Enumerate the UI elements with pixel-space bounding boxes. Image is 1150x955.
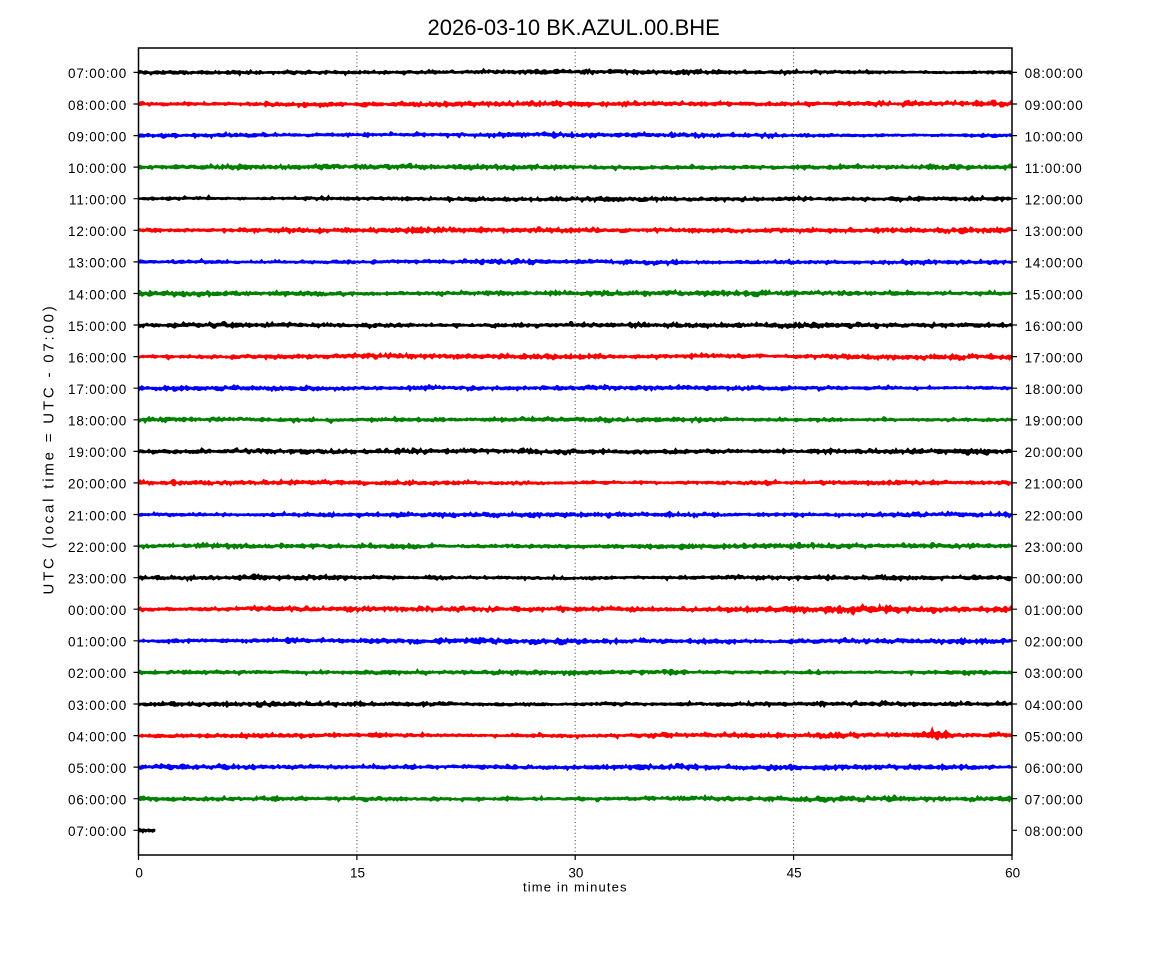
svg-text:02:00:00: 02:00:00	[68, 666, 127, 681]
svg-text:07:00:00: 07:00:00	[68, 66, 127, 81]
svg-text:19:00:00: 19:00:00	[68, 445, 127, 460]
svg-text:09:00:00: 09:00:00	[1025, 98, 1084, 113]
svg-text:17:00:00: 17:00:00	[1025, 350, 1084, 365]
svg-text:19:00:00: 19:00:00	[1025, 414, 1084, 429]
svg-text:21:00:00: 21:00:00	[1025, 477, 1084, 492]
svg-text:04:00:00: 04:00:00	[1025, 698, 1084, 713]
svg-text:30: 30	[568, 865, 583, 880]
svg-text:22:00:00: 22:00:00	[1025, 508, 1084, 523]
svg-text:13:00:00: 13:00:00	[68, 256, 127, 271]
svg-text:15: 15	[350, 865, 365, 880]
svg-text:01:00:00: 01:00:00	[68, 635, 127, 650]
svg-text:09:00:00: 09:00:00	[68, 129, 127, 144]
svg-text:00:00:00: 00:00:00	[1025, 572, 1084, 587]
svg-text:12:00:00: 12:00:00	[68, 224, 127, 239]
svg-text:17:00:00: 17:00:00	[68, 382, 127, 397]
svg-text:01:00:00: 01:00:00	[1025, 603, 1084, 618]
svg-text:18:00:00: 18:00:00	[68, 414, 127, 429]
svg-text:02:00:00: 02:00:00	[1025, 635, 1084, 650]
svg-text:time in minutes: time in minutes	[523, 879, 628, 894]
svg-text:23:00:00: 23:00:00	[68, 572, 127, 587]
svg-text:23:00:00: 23:00:00	[1025, 540, 1084, 555]
svg-text:15:00:00: 15:00:00	[68, 319, 127, 334]
svg-text:UTC (local time = UTC - 07:00): UTC (local time = UTC - 07:00)	[41, 303, 58, 594]
svg-text:16:00:00: 16:00:00	[68, 350, 127, 365]
svg-text:0: 0	[135, 865, 143, 880]
svg-text:07:00:00: 07:00:00	[1025, 793, 1084, 808]
svg-text:10:00:00: 10:00:00	[68, 161, 127, 176]
svg-text:08:00:00: 08:00:00	[68, 98, 127, 113]
svg-text:06:00:00: 06:00:00	[68, 793, 127, 808]
svg-text:05:00:00: 05:00:00	[1025, 729, 1084, 744]
svg-text:00:00:00: 00:00:00	[68, 603, 127, 618]
svg-text:18:00:00: 18:00:00	[1025, 382, 1084, 397]
svg-text:20:00:00: 20:00:00	[68, 477, 127, 492]
svg-text:14:00:00: 14:00:00	[68, 287, 127, 302]
svg-text:08:00:00: 08:00:00	[1025, 824, 1084, 839]
svg-text:08:00:00: 08:00:00	[1025, 66, 1084, 81]
svg-text:07:00:00: 07:00:00	[68, 824, 127, 839]
svg-text:2026-03-10 BK.AZUL.00.BHE: 2026-03-10 BK.AZUL.00.BHE	[428, 15, 720, 40]
svg-text:11:00:00: 11:00:00	[1025, 161, 1083, 176]
svg-text:15:00:00: 15:00:00	[1025, 287, 1084, 302]
svg-text:06:00:00: 06:00:00	[1025, 761, 1084, 776]
svg-text:21:00:00: 21:00:00	[68, 508, 127, 523]
svg-text:14:00:00: 14:00:00	[1025, 256, 1084, 271]
svg-text:03:00:00: 03:00:00	[1025, 666, 1084, 681]
svg-text:04:00:00: 04:00:00	[68, 729, 127, 744]
svg-text:05:00:00: 05:00:00	[68, 761, 127, 776]
svg-text:22:00:00: 22:00:00	[68, 540, 127, 555]
svg-text:45: 45	[787, 865, 802, 880]
svg-text:10:00:00: 10:00:00	[1025, 129, 1084, 144]
svg-text:13:00:00: 13:00:00	[1025, 224, 1084, 239]
svg-text:11:00:00: 11:00:00	[69, 193, 127, 208]
svg-text:60: 60	[1005, 865, 1020, 880]
svg-text:16:00:00: 16:00:00	[1025, 319, 1084, 334]
svg-text:03:00:00: 03:00:00	[68, 698, 127, 713]
svg-text:20:00:00: 20:00:00	[1025, 445, 1084, 460]
svg-text:12:00:00: 12:00:00	[1025, 193, 1084, 208]
